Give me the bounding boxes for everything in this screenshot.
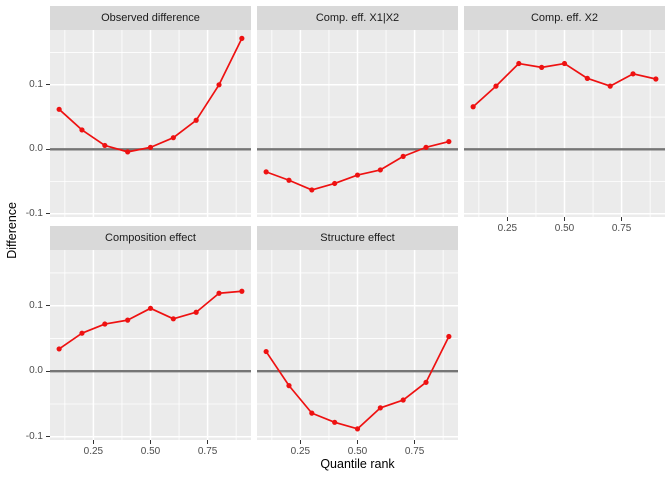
data-point: [216, 290, 222, 296]
facet-title: Comp. eff. X2: [530, 12, 599, 24]
data-point: [400, 397, 406, 403]
facet-panel-composition-effect: [50, 250, 251, 440]
facet-panel-observed-difference: [50, 30, 251, 217]
data-point: [125, 149, 131, 155]
x-tick-label: 0.75: [404, 446, 425, 457]
x-tick-label: 0.50: [347, 446, 368, 457]
x-tick-label: 0.25: [83, 446, 104, 457]
panel-canvas: [257, 250, 458, 440]
x-tick-label: 0.50: [140, 446, 161, 457]
facet-strip-comp-eff-x2: Comp. eff. X2: [464, 6, 665, 30]
y-tick-label: 0.0: [29, 365, 43, 377]
y-tick-label: 0.1: [29, 78, 43, 90]
data-point: [446, 138, 452, 145]
x-axis-tick: [92, 440, 94, 444]
data-point: [423, 144, 429, 150]
data-point: [354, 172, 361, 178]
x-tick-label: 0.25: [497, 223, 518, 234]
x-axis-title: Quantile rank: [320, 457, 395, 471]
y-axis-tick: [46, 370, 50, 372]
facet-panel-structure-effect: [257, 250, 458, 440]
y-axis-title: Difference: [5, 202, 19, 259]
facet-title: Observed difference: [101, 12, 200, 24]
data-point: [102, 321, 108, 327]
facet-panel-comp-eff-x1-x2: [257, 30, 458, 217]
panel-canvas: [464, 30, 665, 217]
x-tick-label: 0.25: [290, 446, 311, 457]
data-point: [354, 426, 361, 432]
data-point: [653, 76, 659, 82]
facet-strip-structure-effect: Structure effect: [257, 226, 458, 250]
x-axis-tick: [564, 217, 565, 221]
data-point: [79, 330, 85, 336]
data-point: [400, 153, 406, 159]
x-axis-tick: [357, 440, 358, 444]
x-axis-tick: [506, 217, 508, 221]
data-point: [630, 71, 636, 77]
data-point: [56, 346, 62, 352]
facet-title: Comp. eff. X1|X2: [315, 12, 400, 24]
data-point: [332, 180, 338, 187]
data-point: [239, 288, 245, 294]
data-point: [170, 135, 176, 141]
data-point: [446, 333, 452, 340]
y-tick-label: -0.1: [25, 430, 43, 442]
panel-canvas: [50, 30, 251, 217]
data-point: [102, 142, 108, 149]
data-point: [377, 167, 383, 173]
panel-canvas: [257, 30, 458, 217]
y-axis-tick: [46, 148, 50, 150]
x-axis-tick: [299, 440, 301, 444]
data-point: [263, 169, 269, 175]
y-tick-label: 0.0: [29, 143, 43, 155]
data-point: [263, 348, 269, 355]
data-point: [216, 82, 222, 88]
data-point: [423, 379, 429, 385]
data-point: [286, 383, 292, 389]
panel-canvas: [50, 250, 251, 440]
data-point: [56, 106, 62, 112]
data-point: [607, 83, 613, 89]
x-tick-label: 0.75: [197, 446, 218, 457]
data-point: [377, 405, 383, 411]
data-point: [286, 177, 292, 183]
data-point: [147, 305, 154, 311]
y-axis-tick: [46, 84, 50, 86]
x-tick-label: 0.50: [554, 223, 575, 234]
facet-panel-comp-eff-x2: [464, 30, 665, 217]
data-point: [584, 75, 590, 81]
x-axis-tick: [414, 440, 416, 444]
facet-title: Composition effect: [105, 232, 196, 244]
data-point: [147, 144, 154, 150]
x-axis-tick: [207, 440, 209, 444]
y-axis-tick: [46, 213, 50, 215]
facet-strip-comp-eff-x1-x2: Comp. eff. X1|X2: [257, 6, 458, 30]
data-point: [539, 64, 545, 70]
y-axis-tick: [46, 305, 50, 307]
y-tick-label: -0.1: [25, 207, 43, 219]
data-point: [170, 316, 176, 322]
data-point: [516, 60, 522, 67]
facet-strip-composition-effect: Composition effect: [50, 226, 251, 250]
data-point: [79, 127, 85, 133]
data-point: [125, 317, 131, 323]
data-point: [332, 419, 338, 425]
y-axis-tick: [46, 436, 50, 438]
facet-strip-observed-difference: Observed difference: [50, 6, 251, 30]
data-point: [470, 104, 476, 110]
x-axis-tick: [150, 440, 151, 444]
facet-title: Structure effect: [320, 232, 395, 244]
data-point: [309, 410, 315, 416]
data-point: [561, 60, 568, 67]
data-point: [193, 309, 199, 315]
data-point: [493, 83, 499, 89]
y-tick-label: 0.1: [29, 299, 43, 311]
data-point: [239, 35, 245, 41]
data-point: [193, 117, 199, 123]
x-tick-label: 0.75: [611, 223, 632, 234]
data-point: [309, 187, 315, 193]
x-axis-tick: [621, 217, 623, 221]
